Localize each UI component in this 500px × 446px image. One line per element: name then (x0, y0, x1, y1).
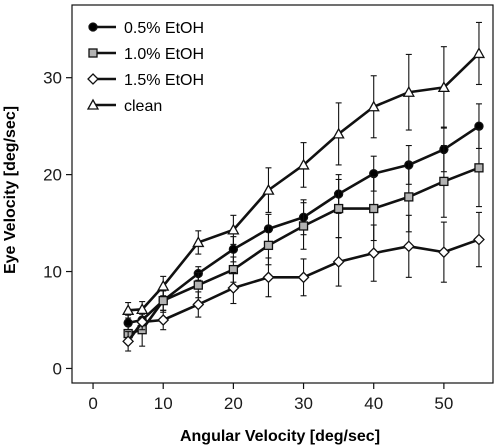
data-point (122, 335, 135, 348)
legend-label: 1.5% EtOH (124, 72, 204, 89)
data-point (367, 100, 380, 112)
data-point (262, 271, 275, 284)
data-point (193, 280, 203, 290)
legend-label: clean (124, 98, 162, 115)
data-point (472, 47, 486, 59)
x-tick-label: 50 (434, 394, 453, 413)
data-point (332, 255, 345, 268)
x-tick-label: 10 (154, 394, 173, 413)
y-tick-label: 10 (43, 263, 62, 282)
data-point (227, 223, 240, 235)
legend-marker (88, 48, 98, 58)
data-point (157, 279, 170, 291)
data-point (369, 203, 379, 214)
data-point (367, 247, 380, 260)
data-point (402, 85, 415, 97)
x-tick-label: 30 (294, 394, 313, 413)
data-point (136, 303, 149, 314)
y-tick-label: 30 (43, 69, 62, 88)
data-point (298, 221, 309, 231)
data-point (192, 298, 205, 311)
data-point (122, 303, 135, 315)
data-point (158, 295, 168, 306)
data-point (404, 192, 414, 202)
data-point (402, 240, 415, 253)
y-tick-label: 20 (43, 166, 62, 185)
data-point (297, 158, 310, 170)
data-point (473, 233, 485, 246)
legend-marker (87, 73, 99, 85)
legend-marker (86, 98, 100, 110)
series-1-5-etoh (122, 211, 485, 352)
legend-marker (88, 22, 98, 32)
legend-label: 1.0% EtOH (124, 46, 204, 63)
x-axis-label: Angular Velocity [deg/sec] (180, 428, 380, 445)
legend-item: 1.0% EtOH (88, 46, 204, 63)
legend-item: clean (86, 98, 162, 115)
data-point (437, 246, 450, 259)
plot-frame (71, 4, 494, 384)
legend-item: 1.5% EtOH (87, 72, 204, 89)
data-point (333, 203, 344, 214)
series-clean (122, 21, 486, 319)
data-point (228, 244, 239, 254)
axes: 0 10 20 30 40 50 0 10 20 30 (43, 69, 453, 413)
data-point (439, 176, 449, 187)
legend-label: 0.5% EtOH (124, 20, 204, 37)
legend: 0.5% EtOH 1.0% EtOH 1.5% EtOH clean (86, 20, 204, 115)
x-tick-label: 0 (88, 394, 97, 413)
y-tick-label: 0 (53, 359, 62, 378)
series-line (127, 166, 480, 335)
data-point (474, 163, 484, 173)
legend-item: 0.5% EtOH (88, 20, 204, 37)
data-point (262, 183, 275, 195)
data-point (192, 236, 205, 248)
data-point (227, 282, 240, 294)
data-point (263, 240, 274, 251)
x-tick-label: 40 (364, 394, 383, 413)
data-point (437, 81, 450, 93)
y-axis-label: Eye Velocity [deg/sec] (2, 106, 19, 274)
data-point (332, 127, 345, 139)
data-point (157, 314, 170, 326)
data-point (297, 271, 310, 284)
x-tick-label: 20 (224, 394, 243, 413)
plot-area (71, 4, 494, 384)
data-point (136, 316, 149, 328)
series-layer (122, 21, 486, 352)
